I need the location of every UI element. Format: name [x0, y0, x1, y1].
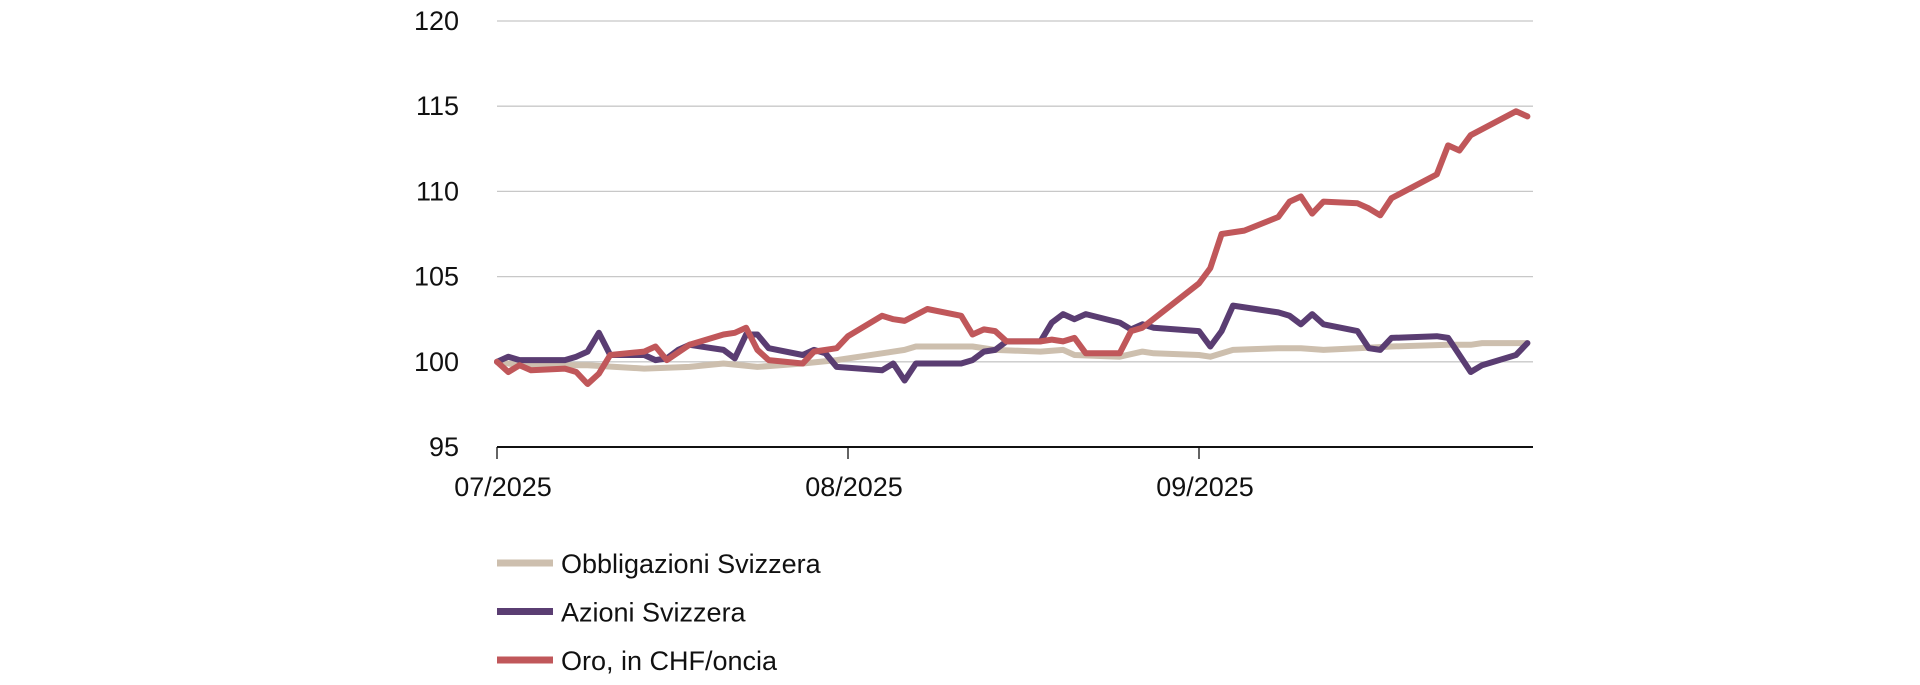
series-lines: [494, 108, 1531, 387]
legend: Obbligazioni Svizzera Azioni Svizzera Oro,…: [497, 549, 822, 676]
y-axis-ticks: 95 100 105 110 115 120: [414, 6, 459, 462]
x-axis: 07/2025 08/2025 09/2025: [454, 446, 1533, 502]
x-tick-label: 09/2025: [1156, 472, 1254, 502]
x-tick-label: 08/2025: [805, 472, 903, 502]
legend-label: Obbligazioni Svizzera: [561, 549, 822, 579]
y-tick-label: 100: [414, 347, 459, 377]
legend-label: Oro, in CHF/oncia: [561, 646, 778, 676]
y-tick-label: 120: [414, 6, 459, 36]
series-line-1: [494, 340, 1531, 372]
y-tick-label: 115: [416, 91, 459, 121]
y-tick-label: 95: [429, 432, 459, 462]
gridlines: [497, 20, 1533, 363]
y-tick-label: 110: [416, 176, 459, 206]
series-line-3: [494, 108, 1531, 387]
legend-label: Azioni Svizzera: [561, 598, 747, 628]
y-tick-label: 105: [414, 262, 459, 292]
x-tick-label: 07/2025: [454, 472, 552, 502]
